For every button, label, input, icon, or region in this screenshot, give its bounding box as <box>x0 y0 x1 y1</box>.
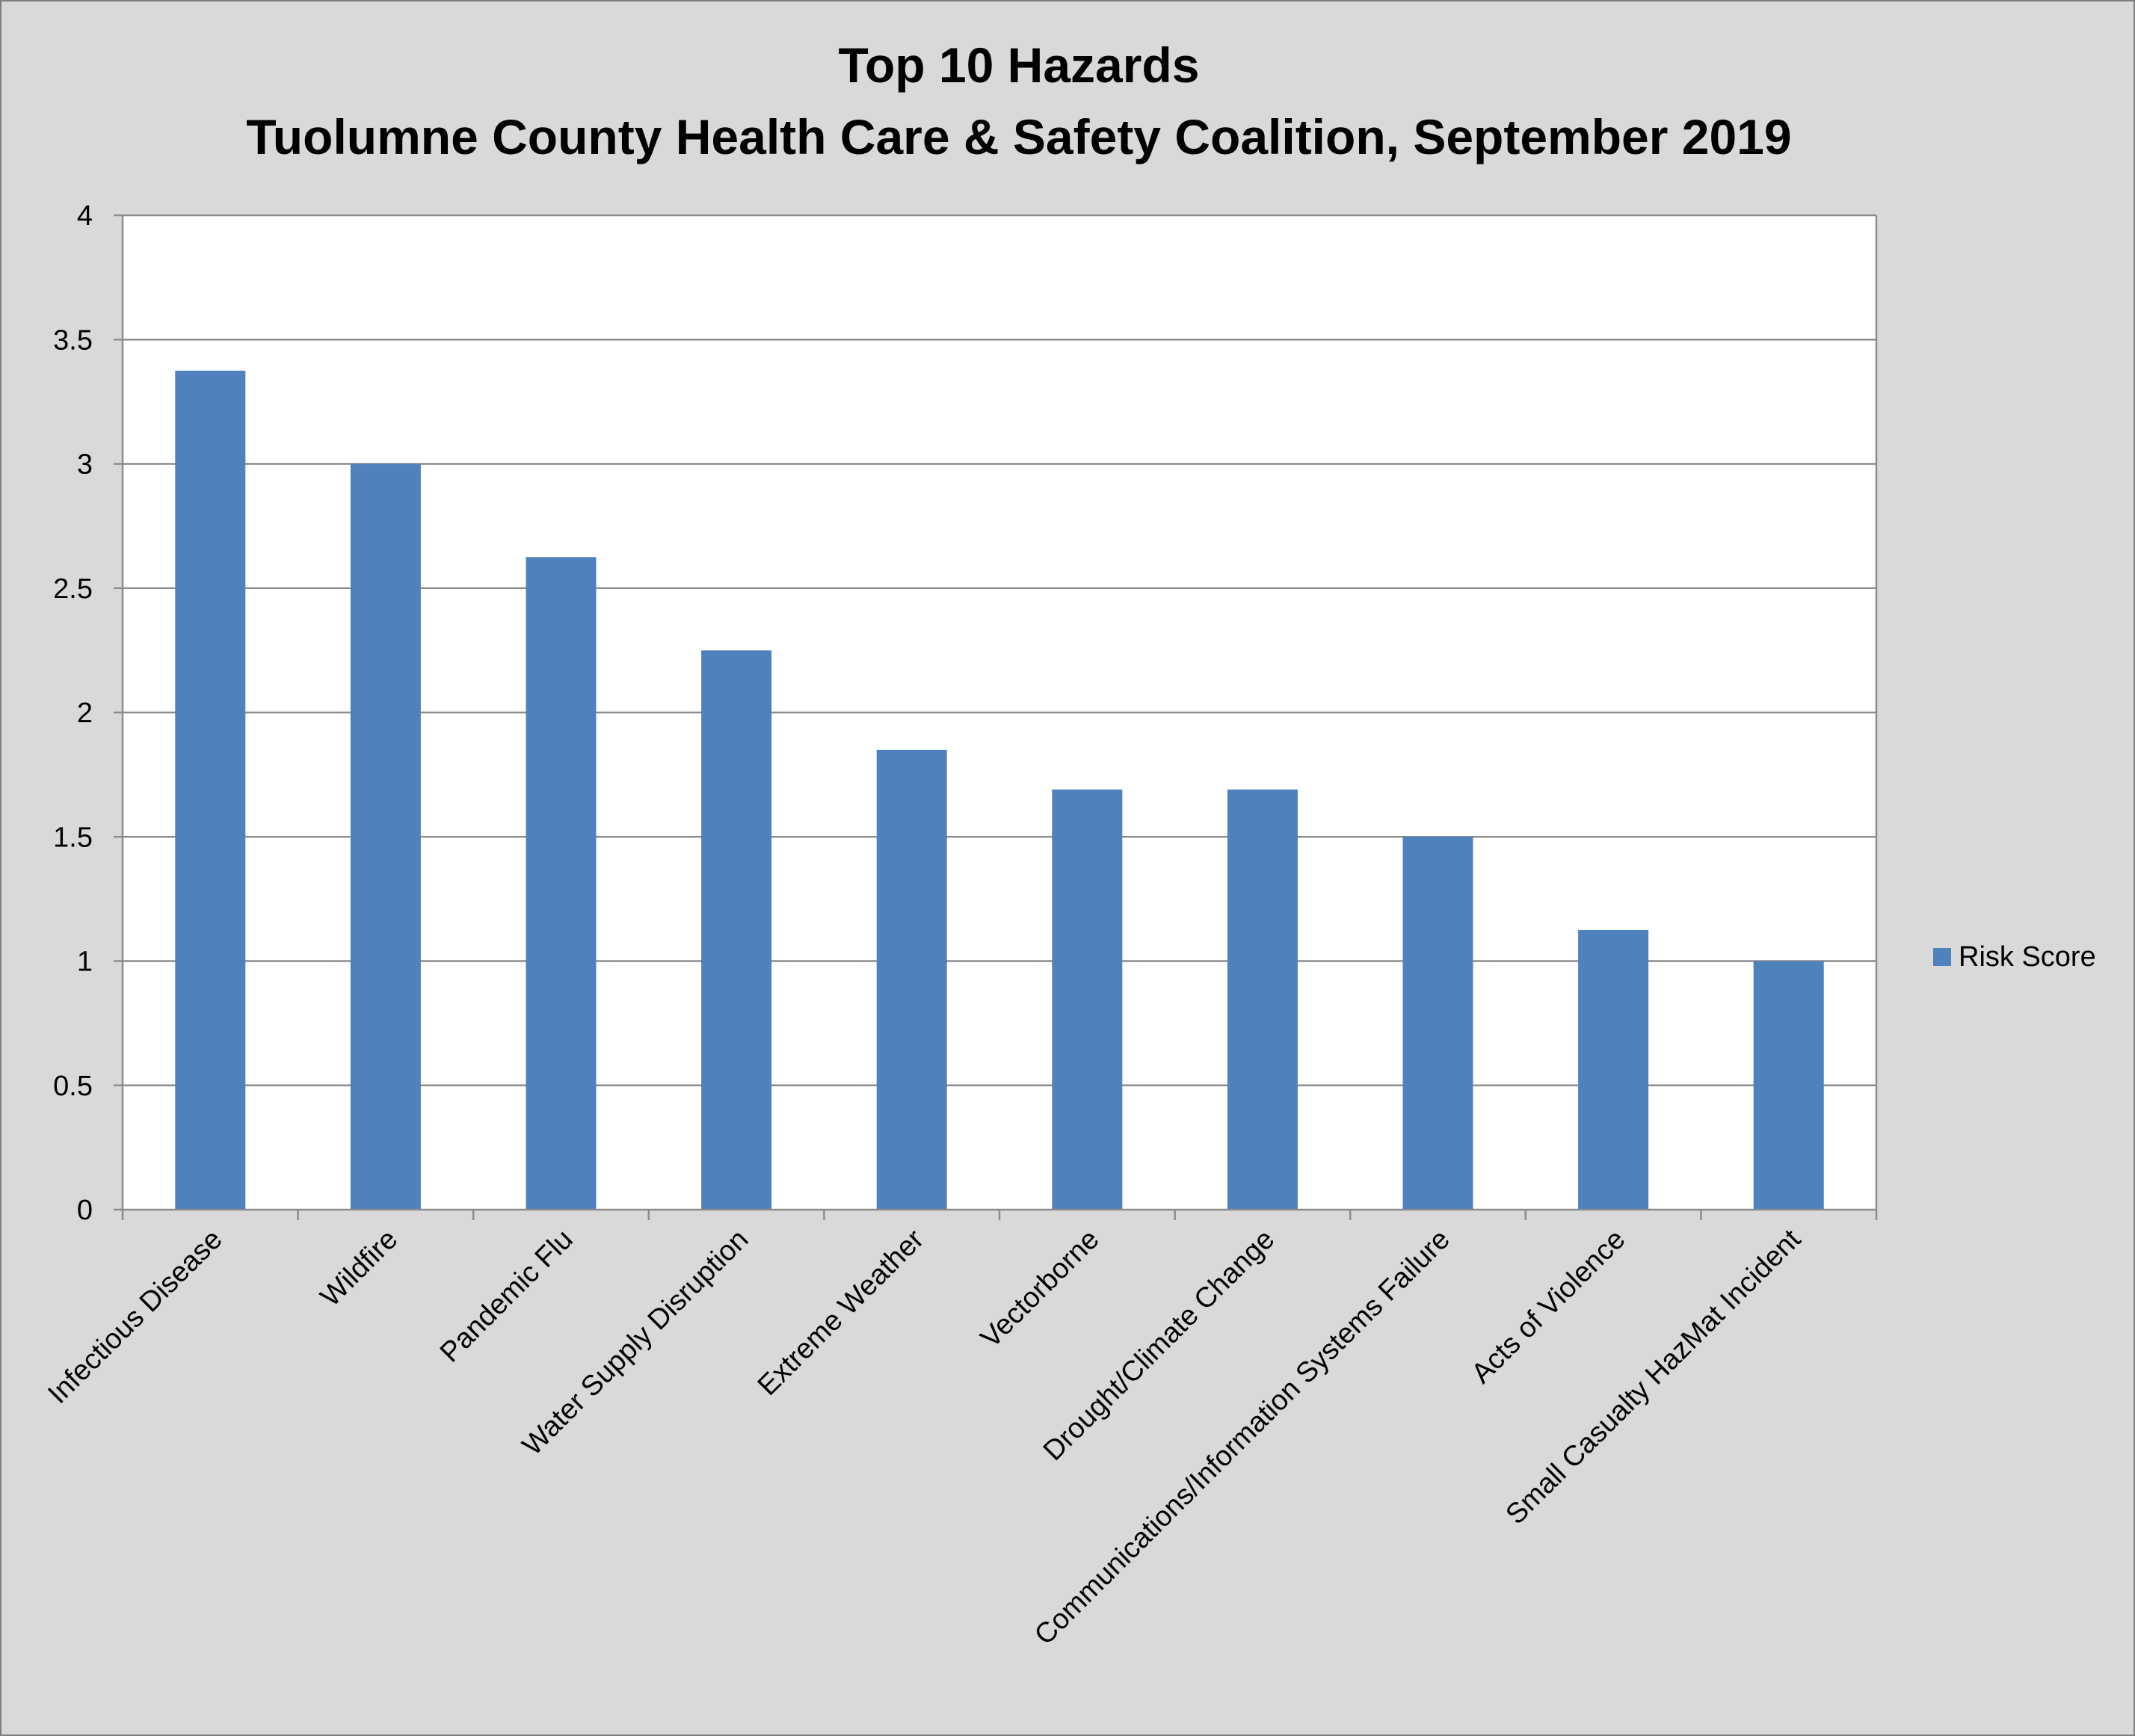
x-tick-label: Extreme Weather <box>752 1223 931 1402</box>
x-tick-label: Infectious Disease <box>42 1224 228 1410</box>
bar <box>526 557 597 1210</box>
y-tick-label: 1 <box>77 947 93 978</box>
x-tick-label: Pandemic Flu <box>434 1224 579 1369</box>
chart-title: Top 10 Hazards <box>839 37 1200 93</box>
y-tick-label: 2 <box>77 698 93 729</box>
bar <box>701 650 772 1210</box>
x-tick-label: Vectorborne <box>975 1224 1106 1355</box>
y-tick-label: 0 <box>77 1195 93 1226</box>
y-tick-label: 4 <box>77 200 93 232</box>
x-tick-label: Small Casualty HazMat Incident <box>1500 1223 1808 1530</box>
bar <box>175 370 246 1210</box>
legend: Risk Score <box>1933 941 2096 973</box>
legend-label: Risk Score <box>1959 941 2096 973</box>
y-tick-label: 0.5 <box>53 1071 93 1102</box>
y-tick-label: 1.5 <box>53 822 93 853</box>
y-tick-label: 3.5 <box>53 324 93 356</box>
axes <box>114 214 1878 1220</box>
bars <box>175 370 1824 1210</box>
x-tick-label: Acts of Violence <box>1466 1224 1632 1390</box>
bar <box>1753 961 1824 1210</box>
bar <box>1578 929 1649 1210</box>
x-tick-label: Wildfire <box>315 1224 404 1313</box>
bar <box>1052 789 1123 1210</box>
bar <box>1402 837 1473 1210</box>
bar <box>1227 789 1298 1210</box>
bar <box>350 464 421 1210</box>
y-tick-label: 3 <box>77 449 93 481</box>
bar <box>876 749 947 1210</box>
legend-swatch <box>1933 948 1951 966</box>
x-tick-labels: Infectious Disease Wildfire Pandemic FluWa… <box>42 1223 1807 1651</box>
chart-subtitle: Tuolumne County Health Care & Safety Coa… <box>246 109 1791 164</box>
y-tick-label: 2.5 <box>53 573 93 605</box>
x-tick-label: Communications/Information Systems Failu… <box>1029 1224 1456 1652</box>
y-tick-labels: 0 0.5 1 1.5 2 2.5 3 3.5 4 <box>53 200 93 1226</box>
